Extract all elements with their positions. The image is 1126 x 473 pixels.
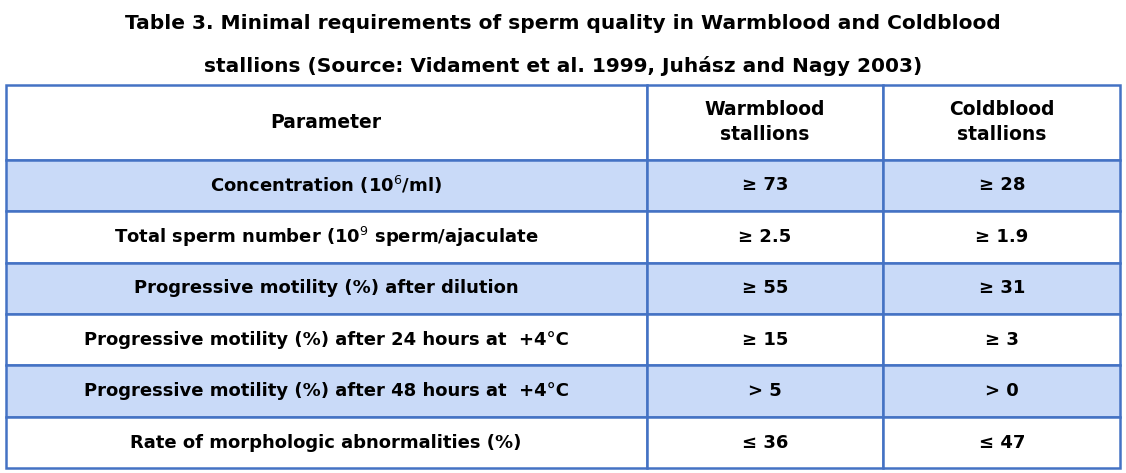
Text: Total sperm number (10$^9$ sperm/ajaculate: Total sperm number (10$^9$ sperm/ajacula… (114, 225, 538, 249)
Bar (884, 211, 1120, 263)
Text: Warmblood
stallions: Warmblood stallions (705, 100, 825, 144)
Bar (884, 417, 1120, 468)
Text: ≥ 15: ≥ 15 (742, 331, 788, 349)
Text: Parameter: Parameter (270, 113, 382, 132)
Bar (646, 263, 884, 314)
Bar (646, 417, 884, 468)
Bar (646, 85, 884, 160)
Text: Progressive motility (%) after dilution: Progressive motility (%) after dilution (134, 279, 518, 298)
Bar (646, 211, 884, 263)
Text: Coldblood
stallions: Coldblood stallions (949, 100, 1055, 144)
Bar (884, 263, 1120, 314)
Text: ≥ 1.9: ≥ 1.9 (975, 228, 1028, 246)
Bar (6, 85, 646, 160)
Text: ≥ 31: ≥ 31 (978, 279, 1025, 298)
Bar (884, 314, 1120, 366)
Text: ≥ 2.5: ≥ 2.5 (739, 228, 792, 246)
Text: Concentration (10$^6$/ml): Concentration (10$^6$/ml) (211, 175, 443, 196)
Text: Rate of morphologic abnormalities (%): Rate of morphologic abnormalities (%) (131, 434, 521, 452)
Bar (6, 211, 646, 263)
Text: ≥ 3: ≥ 3 (985, 331, 1019, 349)
Text: ≥ 55: ≥ 55 (742, 279, 788, 298)
Text: > 5: > 5 (748, 382, 781, 400)
Text: Table 3. Minimal requirements of sperm quality in Warmblood and Coldblood: Table 3. Minimal requirements of sperm q… (125, 14, 1001, 33)
Bar (6, 366, 646, 417)
Bar (6, 314, 646, 366)
Bar (646, 160, 884, 211)
Text: Progressive motility (%) after 48 hours at  +4°C: Progressive motility (%) after 48 hours … (83, 382, 569, 400)
Bar (6, 417, 646, 468)
Bar (646, 314, 884, 366)
Bar (884, 85, 1120, 160)
Text: stallions (Source: Vidament et al. 1999, Juhász and Nagy 2003): stallions (Source: Vidament et al. 1999,… (204, 56, 922, 76)
Bar (6, 160, 646, 211)
Bar (884, 366, 1120, 417)
Text: ≥ 28: ≥ 28 (978, 176, 1025, 194)
Text: ≤ 36: ≤ 36 (742, 434, 788, 452)
Text: > 0: > 0 (985, 382, 1019, 400)
Text: ≥ 73: ≥ 73 (742, 176, 788, 194)
Bar (646, 366, 884, 417)
Bar (884, 160, 1120, 211)
Text: ≤ 47: ≤ 47 (978, 434, 1025, 452)
Bar (6, 263, 646, 314)
Text: Progressive motility (%) after 24 hours at  +4°C: Progressive motility (%) after 24 hours … (83, 331, 569, 349)
